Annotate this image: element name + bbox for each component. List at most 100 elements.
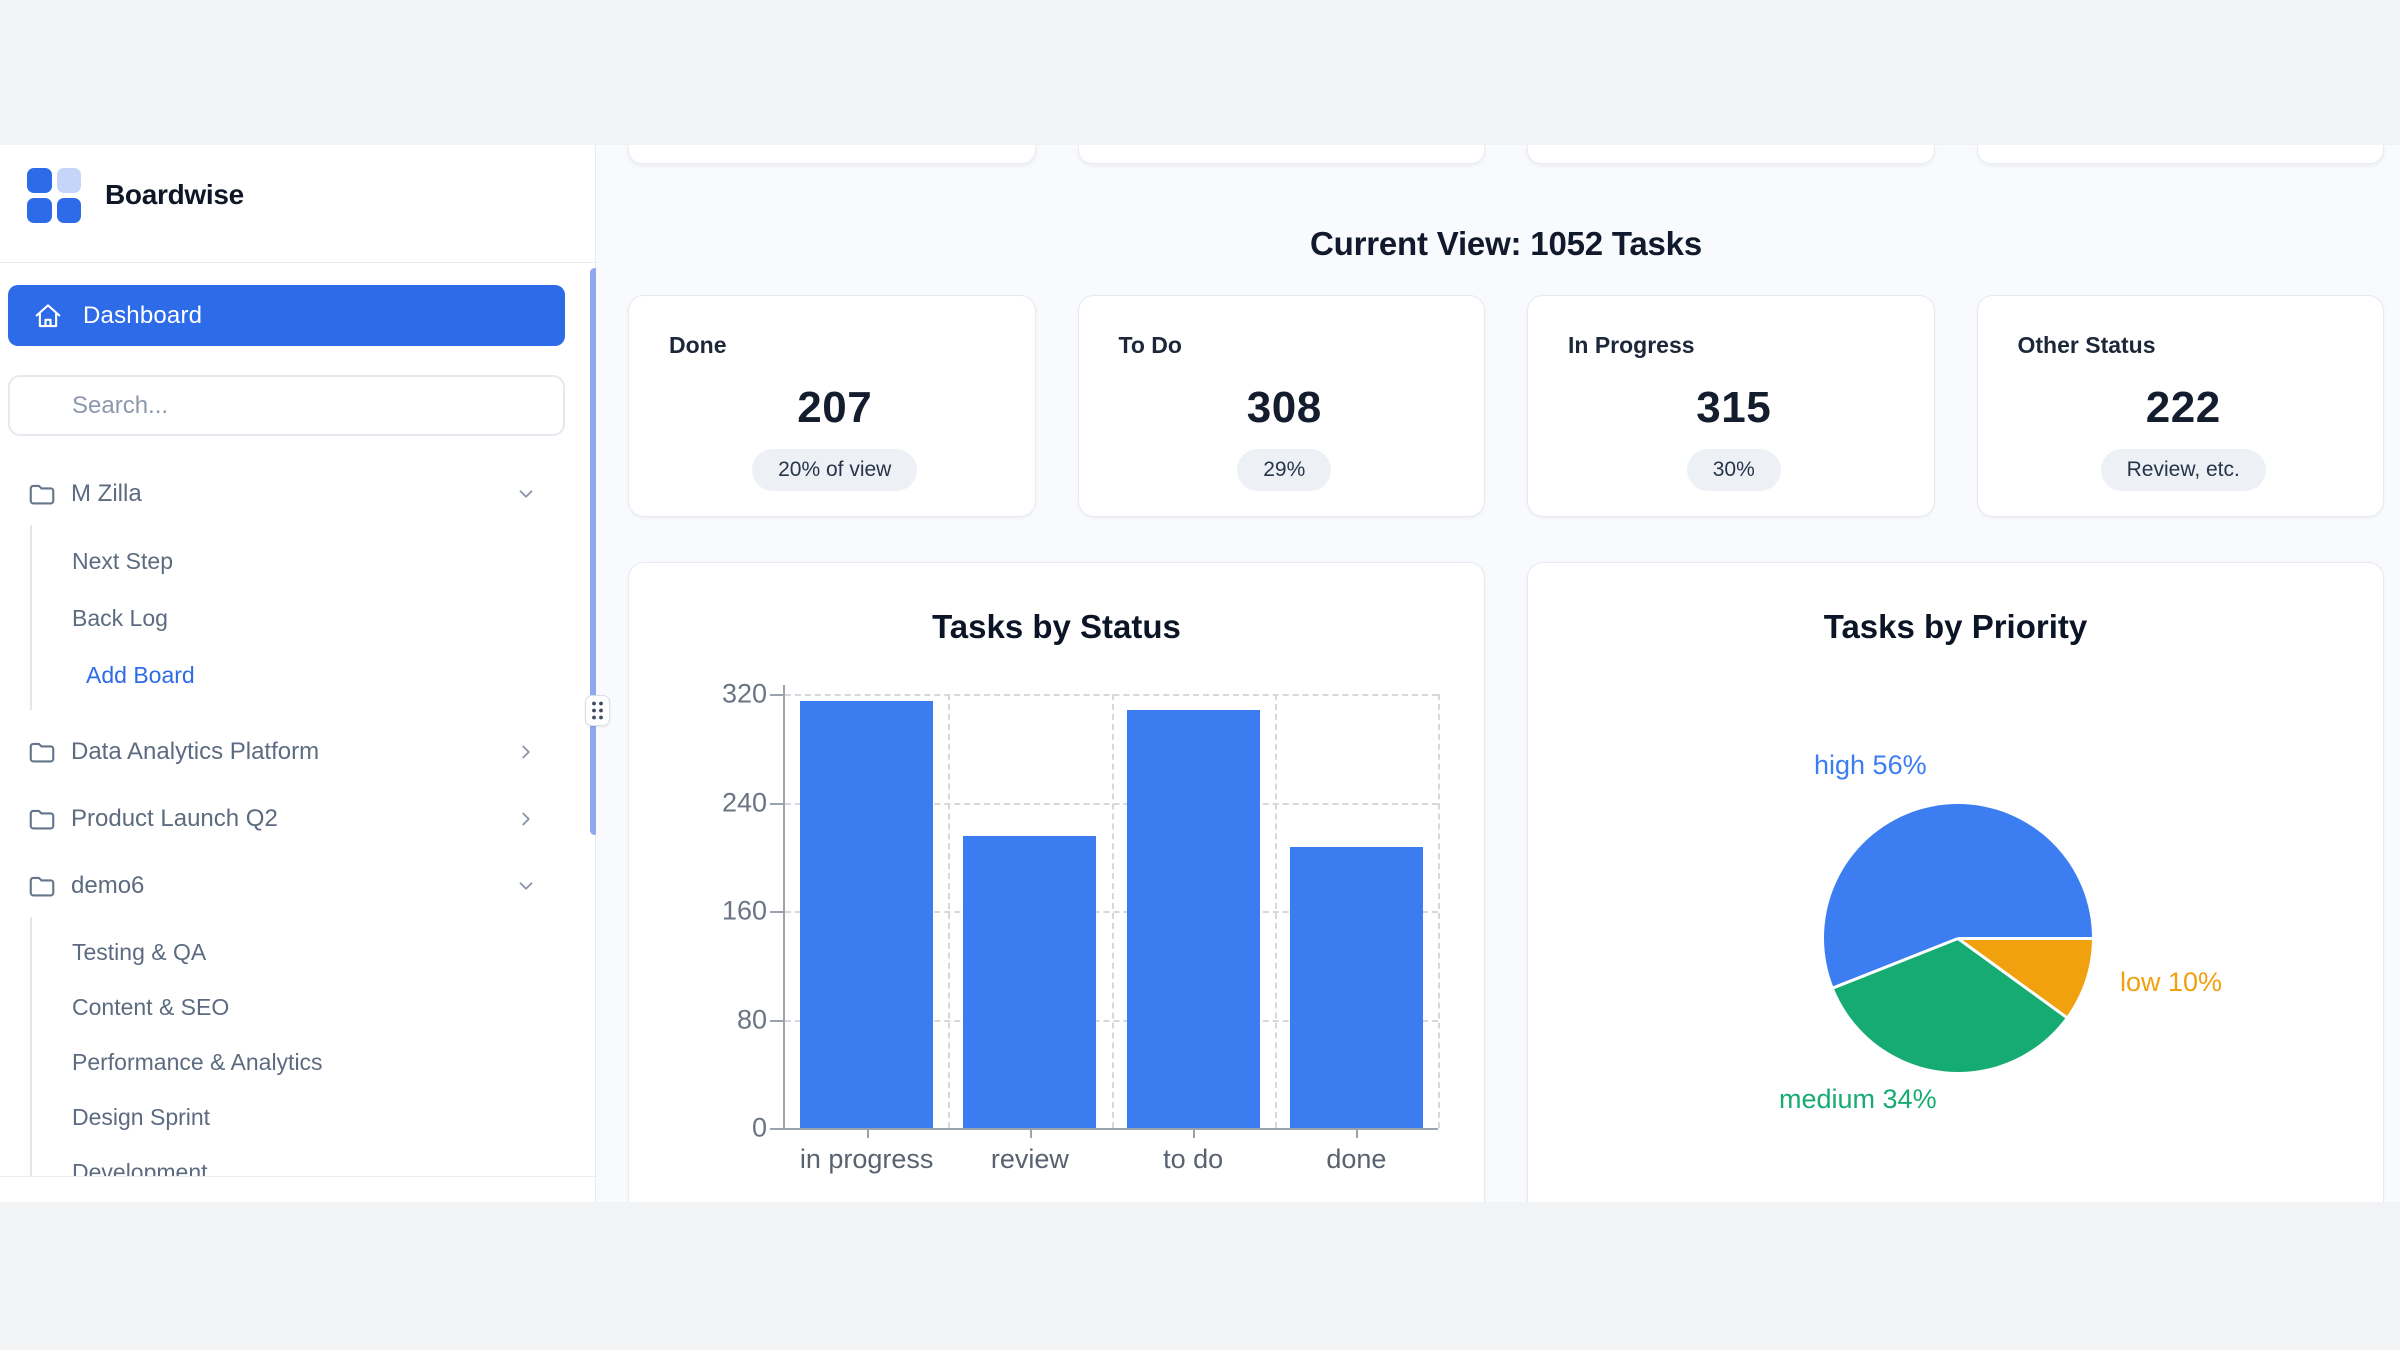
sidebar-board-design-sprint[interactable]: Design Sprint [72,1104,211,1130]
brand-name: Boardwise [105,179,244,210]
gridline [1274,694,1277,1128]
project-label: demo6 [71,872,145,899]
charts-row: Tasks by Status [628,562,2384,1202]
pie-label-low: low 10% [2120,967,2223,997]
x-axis-tick [1356,1128,1359,1138]
logo-square [27,198,52,223]
sidebar-project-product-launch-q2[interactable]: Product Launch Q2 [8,794,565,844]
clipped-card [1527,145,1935,164]
logo-square [27,168,52,193]
stat-label: To Do [1118,332,1182,358]
gridline [1438,694,1440,1128]
sidebar-project-data-analytics-platform[interactable]: Data Analytics Platform [8,727,565,777]
page-title: Current View: 1052 Tasks [1309,225,1702,262]
home-icon [35,303,61,327]
dashboard-button-label: Dashboard [83,301,203,329]
chevron-right-icon [522,745,530,759]
y-axis-tick [770,694,783,696]
bar-to-do[interactable] [1126,710,1260,1128]
project-board-list: Next Step Back Log Add Board [30,525,565,710]
clipped-card [628,145,1036,164]
sidebar-project-m-zilla[interactable]: M Zilla [8,469,565,519]
x-axis-tick [866,1128,869,1138]
sidebar-resize-handle[interactable] [585,695,610,726]
bar-slot [948,694,1111,1128]
y-axis-label: 240 [721,787,767,817]
y-axis-tick [770,911,783,913]
stat-value: 222 [2145,383,2221,432]
project-label: M Zilla [71,480,142,507]
sidebar-board-content-seo[interactable]: Content & SEO [72,994,230,1020]
y-axis-label: 0 [751,1112,767,1143]
stats-row: Done 207 20% of view To Do 308 29% In Pr… [628,295,2384,517]
x-axis-label: review [990,1144,1069,1174]
pie-chart-title: Tasks by Priority [1823,608,2088,645]
sidebar-scrollbar[interactable] [590,268,599,835]
sidebar-board-testing-qa[interactable]: Testing & QA [72,939,207,965]
stat-badge: 29% [1237,449,1332,491]
main-content: Current View: 1052 Tasks Done 207 20% of… [596,145,2400,1202]
sidebar-board-development[interactable]: Development [72,1159,208,1177]
bar-chart-plot: 320 240 160 80 0 in progress [722,679,1440,1174]
sidebar-board-back-log[interactable]: Back Log [72,605,168,631]
stat-badge: 30% [1686,449,1781,491]
y-axis-label: 80 [736,1004,767,1034]
bar-chart-title: Tasks by Status [932,608,1181,645]
project-board-list: Testing & QA Content & SEO Performance &… [30,917,565,1177]
folder-icon [29,876,55,897]
bar-review[interactable] [963,836,1097,1128]
y-axis-tick [770,1128,783,1130]
pie-chart[interactable] [1824,804,2092,1072]
sidebar-scroll-area: Dashboard M Zilla Next Step Back Log Add… [0,263,595,1177]
stat-label: Done [669,332,727,358]
bar-done[interactable] [1289,847,1423,1128]
x-axis-tick [1029,1128,1032,1138]
bar-slot [785,694,948,1128]
pie-slice-divider [1832,936,1959,989]
stat-card-other-status: Other Status 222 Review, etc. [1976,295,2384,517]
sidebar-header: Boardwise [0,145,595,263]
project-label: Data Analytics Platform [71,738,320,765]
clipped-card [1976,145,2384,164]
pie-label-high: high 56% [1814,750,1927,780]
stat-badge: 20% of view [752,449,918,491]
sidebar-board-next-step[interactable]: Next Step [72,548,173,574]
logo-square [56,168,81,193]
pie-slice-divider [1958,936,2092,940]
y-axis-tick [770,1019,783,1022]
y-axis-label: 160 [721,895,767,926]
stat-value: 308 [1246,383,1322,432]
sidebar-project-demo6[interactable]: demo6 [8,861,565,911]
x-axis-label: done [1326,1144,1387,1174]
pie-chart-card: Tasks by Priority high 56% low 10% mediu… [1527,562,2384,1202]
gridline [1111,694,1114,1128]
clipped-card-row [628,145,2384,164]
pie-label-medium: medium 34% [1779,1084,1937,1114]
app-logo-icon [27,168,81,223]
dashboard-button[interactable]: Dashboard [8,285,565,346]
stat-card-to-do: To Do 308 29% [1077,295,1485,517]
stat-label: Other Status [2017,332,2156,358]
bar-in-progress[interactable] [800,700,934,1128]
chevron-down-icon [519,490,533,498]
chevron-down-icon [519,882,533,890]
app-window: Boardwise Dashboard M Zilla Next Step Ba… [0,145,2400,1202]
bar-chart-card: Tasks by Status [628,562,1485,1202]
gridline [948,694,951,1128]
add-board-button[interactable]: Add Board [86,662,195,688]
folder-icon [29,742,55,763]
chevron-right-icon [522,812,530,826]
clipped-card [1077,145,1485,164]
stat-badge: Review, etc. [2100,449,2266,491]
sidebar-board-performance-analytics[interactable]: Performance & Analytics [72,1049,323,1075]
x-axis-label: in progress [799,1144,934,1174]
search-input[interactable] [8,375,565,436]
stat-card-done: Done 207 20% of view [628,295,1036,517]
x-axis-tick [1193,1128,1196,1138]
project-label: Product Launch Q2 [71,805,278,832]
x-axis-label: to do [1163,1144,1224,1174]
stat-value: 207 [797,383,873,432]
pie-slice-divider [1957,936,2068,1018]
bar-slot [1275,694,1438,1128]
